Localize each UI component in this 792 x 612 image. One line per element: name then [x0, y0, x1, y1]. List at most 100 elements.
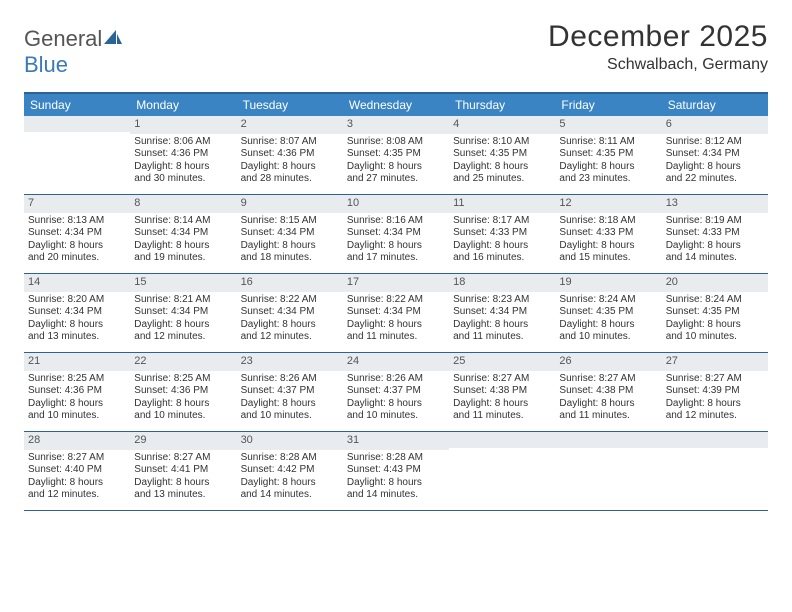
cell-line: Daylight: 8 hours: [347, 398, 445, 411]
calendar-cell: [24, 116, 130, 194]
month-title: December 2025: [548, 20, 768, 54]
cell-line: and 14 minutes.: [241, 489, 339, 502]
day-number: 28: [24, 432, 130, 450]
day-number: 29: [130, 432, 236, 450]
cell-body: Sunrise: 8:25 AMSunset: 4:36 PMDaylight:…: [24, 371, 130, 427]
cell-line: Daylight: 8 hours: [134, 398, 232, 411]
calendar-cell: [662, 432, 768, 510]
day-number: 1: [130, 116, 236, 134]
day-number: [24, 116, 130, 132]
day-number: 5: [555, 116, 661, 134]
cell-line: Sunrise: 8:20 AM: [28, 294, 126, 307]
day-number: 10: [343, 195, 449, 213]
cell-body: Sunrise: 8:18 AMSunset: 4:33 PMDaylight:…: [555, 213, 661, 269]
day-number: 18: [449, 274, 555, 292]
cell-line: Sunset: 4:42 PM: [241, 464, 339, 477]
cell-line: Daylight: 8 hours: [134, 240, 232, 253]
cell-line: Daylight: 8 hours: [666, 398, 764, 411]
cell-body: Sunrise: 8:19 AMSunset: 4:33 PMDaylight:…: [662, 213, 768, 269]
cell-body: [449, 448, 555, 454]
day-number: 22: [130, 353, 236, 371]
cell-line: Daylight: 8 hours: [241, 319, 339, 332]
cell-body: Sunrise: 8:20 AMSunset: 4:34 PMDaylight:…: [24, 292, 130, 348]
cell-line: and 20 minutes.: [28, 252, 126, 265]
cell-body: Sunrise: 8:26 AMSunset: 4:37 PMDaylight:…: [237, 371, 343, 427]
calendar-cell: 13Sunrise: 8:19 AMSunset: 4:33 PMDayligh…: [662, 195, 768, 273]
calendar-cell: 18Sunrise: 8:23 AMSunset: 4:34 PMDayligh…: [449, 274, 555, 352]
cell-line: Sunrise: 8:17 AM: [453, 215, 551, 228]
weeks-container: 1Sunrise: 8:06 AMSunset: 4:36 PMDaylight…: [24, 116, 768, 511]
cell-line: Daylight: 8 hours: [559, 240, 657, 253]
cell-line: Sunrise: 8:26 AM: [241, 373, 339, 386]
cell-line: and 10 minutes.: [241, 410, 339, 423]
cell-line: and 12 minutes.: [134, 331, 232, 344]
cell-line: Daylight: 8 hours: [134, 477, 232, 490]
cell-body: Sunrise: 8:06 AMSunset: 4:36 PMDaylight:…: [130, 134, 236, 190]
cell-line: Sunset: 4:37 PM: [241, 385, 339, 398]
day-header: Saturday: [662, 94, 768, 116]
cell-line: Sunrise: 8:27 AM: [453, 373, 551, 386]
day-number: 31: [343, 432, 449, 450]
cell-line: and 13 minutes.: [134, 489, 232, 502]
cell-line: Sunrise: 8:26 AM: [347, 373, 445, 386]
cell-body: Sunrise: 8:22 AMSunset: 4:34 PMDaylight:…: [237, 292, 343, 348]
week-row: 7Sunrise: 8:13 AMSunset: 4:34 PMDaylight…: [24, 195, 768, 274]
cell-line: Sunrise: 8:27 AM: [28, 452, 126, 465]
cell-line: Sunrise: 8:21 AM: [134, 294, 232, 307]
cell-line: Daylight: 8 hours: [241, 477, 339, 490]
cell-line: Sunrise: 8:27 AM: [134, 452, 232, 465]
day-number: 4: [449, 116, 555, 134]
day-header: Thursday: [449, 94, 555, 116]
cell-line: Sunrise: 8:27 AM: [559, 373, 657, 386]
cell-line: Daylight: 8 hours: [28, 319, 126, 332]
cell-body: Sunrise: 8:10 AMSunset: 4:35 PMDaylight:…: [449, 134, 555, 190]
day-header: Friday: [555, 94, 661, 116]
day-header: Sunday: [24, 94, 130, 116]
cell-line: Sunset: 4:34 PM: [134, 306, 232, 319]
cell-line: Sunset: 4:35 PM: [453, 148, 551, 161]
day-number: 12: [555, 195, 661, 213]
calendar-cell: 29Sunrise: 8:27 AMSunset: 4:41 PMDayligh…: [130, 432, 236, 510]
calendar-cell: 6Sunrise: 8:12 AMSunset: 4:34 PMDaylight…: [662, 116, 768, 194]
cell-line: Daylight: 8 hours: [347, 477, 445, 490]
cell-line: and 22 minutes.: [666, 173, 764, 186]
calendar-cell: 2Sunrise: 8:07 AMSunset: 4:36 PMDaylight…: [237, 116, 343, 194]
cell-line: Daylight: 8 hours: [28, 477, 126, 490]
cell-line: and 25 minutes.: [453, 173, 551, 186]
cell-line: Sunrise: 8:14 AM: [134, 215, 232, 228]
calendar: SundayMondayTuesdayWednesdayThursdayFrid…: [24, 92, 768, 511]
cell-line: and 10 minutes.: [666, 331, 764, 344]
location-label: Schwalbach, Germany: [548, 56, 768, 74]
cell-line: Sunset: 4:35 PM: [559, 148, 657, 161]
day-number: 6: [662, 116, 768, 134]
cell-line: Daylight: 8 hours: [453, 398, 551, 411]
cell-line: Sunset: 4:34 PM: [28, 227, 126, 240]
calendar-cell: 30Sunrise: 8:28 AMSunset: 4:42 PMDayligh…: [237, 432, 343, 510]
cell-line: and 12 minutes.: [241, 331, 339, 344]
cell-line: Sunset: 4:36 PM: [134, 385, 232, 398]
cell-body: Sunrise: 8:23 AMSunset: 4:34 PMDaylight:…: [449, 292, 555, 348]
cell-line: Sunrise: 8:12 AM: [666, 136, 764, 149]
calendar-cell: 19Sunrise: 8:24 AMSunset: 4:35 PMDayligh…: [555, 274, 661, 352]
day-number: 2: [237, 116, 343, 134]
cell-line: Daylight: 8 hours: [453, 319, 551, 332]
calendar-cell: 5Sunrise: 8:11 AMSunset: 4:35 PMDaylight…: [555, 116, 661, 194]
day-number: 8: [130, 195, 236, 213]
cell-line: and 10 minutes.: [347, 410, 445, 423]
cell-body: [555, 448, 661, 454]
cell-body: Sunrise: 8:12 AMSunset: 4:34 PMDaylight:…: [662, 134, 768, 190]
day-number: 25: [449, 353, 555, 371]
cell-line: and 28 minutes.: [241, 173, 339, 186]
logo-text-blue: Blue: [24, 52, 68, 77]
cell-line: Sunrise: 8:16 AM: [347, 215, 445, 228]
cell-line: Daylight: 8 hours: [453, 161, 551, 174]
logo-sail-icon: [102, 26, 124, 44]
day-number: 23: [237, 353, 343, 371]
calendar-cell: [555, 432, 661, 510]
calendar-cell: 3Sunrise: 8:08 AMSunset: 4:35 PMDaylight…: [343, 116, 449, 194]
day-number: 14: [24, 274, 130, 292]
day-number: 26: [555, 353, 661, 371]
cell-line: and 10 minutes.: [559, 331, 657, 344]
calendar-cell: 4Sunrise: 8:10 AMSunset: 4:35 PMDaylight…: [449, 116, 555, 194]
day-number: [555, 432, 661, 448]
